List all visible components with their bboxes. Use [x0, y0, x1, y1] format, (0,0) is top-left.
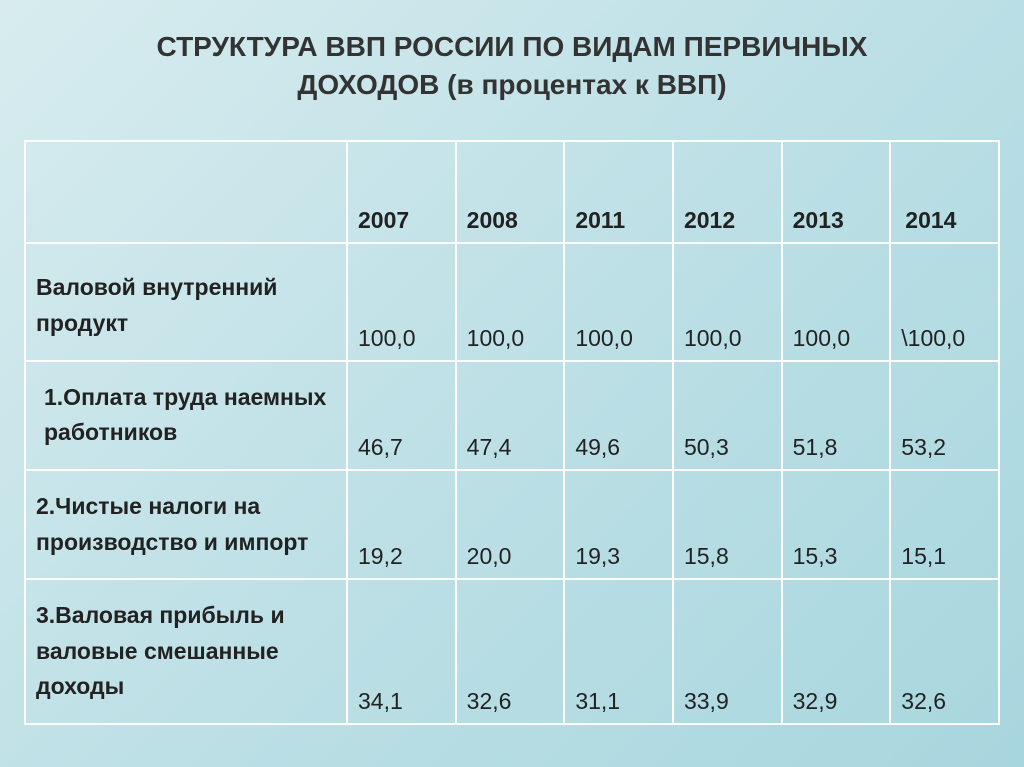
- row-label: 3.Валовая прибыль и валовые смешанные до…: [25, 579, 347, 724]
- row-label: 1.Оплата труда наемных работников: [25, 361, 347, 470]
- cell-value: 32,9: [782, 579, 891, 724]
- cell-value: 15,3: [782, 470, 891, 579]
- header-blank: [25, 141, 347, 243]
- cell-value: 15,8: [673, 470, 782, 579]
- cell-value: 19,2: [347, 470, 456, 579]
- header-year: 2013: [782, 141, 891, 243]
- cell-value: 47,4: [456, 361, 565, 470]
- cell-value: 100,0: [564, 243, 673, 361]
- table-row: 2.Чистые налоги на производство и импорт…: [25, 470, 999, 579]
- row-label: Валовой внутренний продукт: [25, 243, 347, 361]
- cell-value: 100,0: [347, 243, 456, 361]
- cell-value: 19,3: [564, 470, 673, 579]
- header-year: 2011: [564, 141, 673, 243]
- cell-value: 100,0: [456, 243, 565, 361]
- cell-value: 33,9: [673, 579, 782, 724]
- table-row: Валовой внутренний продукт 100,0 100,0 1…: [25, 243, 999, 361]
- title-line-2: ДОХОДОВ (в процентах к ВВП): [297, 69, 726, 100]
- header-year: 2012: [673, 141, 782, 243]
- cell-value: 32,6: [890, 579, 999, 724]
- cell-value: 49,6: [564, 361, 673, 470]
- cell-value: 53,2: [890, 361, 999, 470]
- cell-value: 100,0: [782, 243, 891, 361]
- header-year: 2007: [347, 141, 456, 243]
- header-year: 2014: [890, 141, 999, 243]
- cell-value: 51,8: [782, 361, 891, 470]
- cell-value: 50,3: [673, 361, 782, 470]
- table-row: 1.Оплата труда наемных работников 46,7 4…: [25, 361, 999, 470]
- page-title: СТРУКТУРА ВВП РОССИИ ПО ВИДАМ ПЕРВИЧНЫХ …: [24, 28, 1000, 104]
- cell-value: 100,0: [673, 243, 782, 361]
- cell-value: 32,6: [456, 579, 565, 724]
- cell-value: 34,1: [347, 579, 456, 724]
- table-row: 3.Валовая прибыль и валовые смешанные до…: [25, 579, 999, 724]
- cell-value: 31,1: [564, 579, 673, 724]
- cell-value: \100,0: [890, 243, 999, 361]
- cell-value: 46,7: [347, 361, 456, 470]
- header-year: 2008: [456, 141, 565, 243]
- cell-value: 15,1: [890, 470, 999, 579]
- gdp-structure-table: 2007 2008 2011 2012 2013 2014 Валовой вн…: [24, 140, 1000, 725]
- table-header-row: 2007 2008 2011 2012 2013 2014: [25, 141, 999, 243]
- cell-value: 20,0: [456, 470, 565, 579]
- title-line-1: СТРУКТУРА ВВП РОССИИ ПО ВИДАМ ПЕРВИЧНЫХ: [157, 31, 868, 62]
- row-label: 2.Чистые налоги на производство и импорт: [25, 470, 347, 579]
